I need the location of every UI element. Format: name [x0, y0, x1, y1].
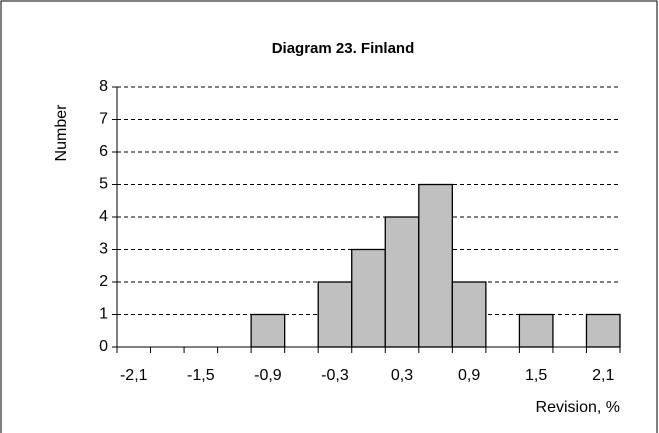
x-tick-label: 0,3	[391, 367, 413, 384]
bar	[518, 313, 554, 348]
y-tick-label: 2	[99, 273, 108, 290]
x-tick-label: -0,3	[321, 367, 349, 384]
y-tick-label: 5	[99, 176, 108, 193]
y-tick-label: 6	[99, 143, 108, 160]
bar	[451, 281, 487, 348]
y-tick-label: 7	[99, 111, 108, 128]
y-axis-label: Number	[53, 104, 70, 162]
x-tick-label: -2,1	[120, 367, 148, 384]
bar	[384, 216, 420, 348]
y-tick-label: 4	[99, 208, 108, 225]
y-tick-label: 1	[99, 306, 108, 323]
y-tick-label: 3	[99, 241, 108, 258]
x-tick-label: -0,9	[254, 367, 282, 384]
x-tick-label: 1,5	[525, 367, 547, 384]
bar	[351, 248, 386, 348]
bar	[418, 183, 453, 348]
bar	[317, 281, 353, 348]
bar	[250, 313, 286, 348]
x-axis-label: Revision, %	[536, 399, 620, 416]
y-tick-label: 0	[99, 338, 108, 355]
bar	[585, 313, 621, 348]
x-tick-label: 2,1	[592, 367, 614, 384]
x-tick-label: -1,5	[187, 367, 215, 384]
x-tick-label: 0,9	[458, 367, 480, 384]
chart-title: Diagram 23. Finland	[272, 40, 415, 57]
y-tick-label: 8	[99, 78, 108, 95]
